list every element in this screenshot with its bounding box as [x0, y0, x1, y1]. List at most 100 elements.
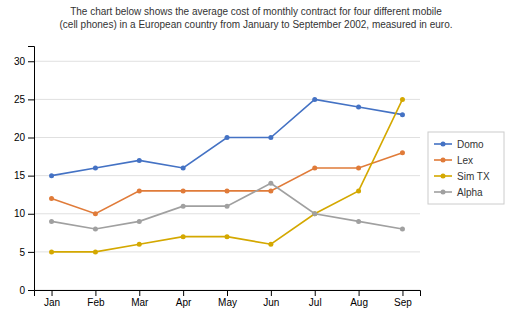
point [268, 188, 273, 193]
title-line: (cell phones) in a European country from… [60, 19, 453, 30]
y-tick: 20 [14, 132, 34, 143]
x-tick-label: Jan [44, 297, 60, 308]
legend-marker [441, 190, 446, 195]
x-tick-mark [95, 290, 96, 296]
grid-line [34, 175, 420, 176]
point [356, 188, 361, 193]
legend-item: Alpha [434, 187, 483, 198]
y-tick-mark [28, 138, 34, 139]
series-line [52, 99, 403, 252]
x-axis: Jan Feb Mar Apr May Jun Jul Aug Sep [35, 290, 421, 308]
x-tick-label: Aug [350, 297, 368, 308]
y-tick-mark [28, 99, 34, 100]
legend-item: Domo [434, 139, 484, 150]
point [93, 166, 98, 171]
x-tick: Aug [350, 290, 368, 308]
y-tick-mark [28, 176, 34, 177]
y-tick-mark [28, 214, 34, 215]
legend-marker [441, 174, 446, 179]
x-tick-mark [139, 290, 140, 296]
x-tick-label: Apr [176, 297, 192, 308]
point [93, 227, 98, 232]
x-tick: Sep [394, 290, 412, 308]
grid [34, 61, 420, 290]
legend-item: Lex [434, 155, 473, 166]
x-tick-label: May [218, 297, 237, 308]
x-tick: Jul [309, 290, 322, 308]
point [356, 105, 361, 110]
y-tick: 0 [19, 285, 34, 296]
x-tick: May [218, 290, 237, 308]
y-tick: 10 [14, 208, 34, 219]
point [225, 188, 230, 193]
point [49, 219, 54, 224]
legend-label: Lex [457, 155, 473, 166]
x-tick-label: Mar [131, 297, 149, 308]
legend: Domo Lex Sim TX Alpha [428, 132, 504, 204]
point [137, 158, 142, 163]
x-tick-mark [315, 290, 316, 296]
grid-line [34, 213, 420, 214]
x-tick-label: Sep [394, 297, 412, 308]
point [93, 249, 98, 254]
point [49, 173, 54, 178]
x-tick: Feb [87, 290, 105, 308]
point [225, 204, 230, 209]
point [268, 242, 273, 247]
point [181, 234, 186, 239]
point [356, 166, 361, 171]
y-axis-line [28, 47, 35, 291]
point [400, 112, 405, 117]
x-tick-label: Jun [263, 297, 279, 308]
series-line [52, 153, 403, 214]
y-tick-label: 20 [14, 132, 26, 143]
y-tick-label: 30 [14, 56, 26, 67]
y-tick-label: 10 [14, 208, 26, 219]
title-line: The chart below shows the average cost o… [70, 6, 442, 17]
point [356, 219, 361, 224]
point [312, 211, 317, 216]
y-tick-mark [28, 61, 34, 62]
y-tick: 15 [14, 170, 34, 181]
point [137, 188, 142, 193]
point [93, 211, 98, 216]
y-tick-mark [28, 290, 34, 291]
y-tick-label: 5 [19, 247, 25, 258]
plot: 0 5 10 15 20 25 30 Jan Feb Mar Apr May Jun Jul Aug Sep [14, 47, 421, 309]
x-tick-mark [271, 290, 272, 296]
x-tick-label: Feb [87, 297, 105, 308]
point [181, 204, 186, 209]
series-line [52, 183, 403, 229]
title: The chart below shows the average cost o… [60, 6, 453, 30]
legend-label: Domo [457, 139, 484, 150]
x-tick-mark [52, 290, 53, 296]
legend-label: Alpha [457, 187, 483, 198]
x-tick: Jan [44, 290, 60, 308]
grid-line [34, 99, 420, 100]
legend-marker [441, 142, 446, 147]
marks [49, 97, 405, 255]
point [181, 188, 186, 193]
x-tick-mark [183, 290, 184, 296]
legend-label: Sim TX [457, 171, 490, 182]
x-tick: Jun [263, 290, 279, 308]
y-tick-label: 0 [19, 285, 25, 296]
point [225, 135, 230, 140]
point [400, 97, 405, 102]
point [137, 219, 142, 224]
point [312, 166, 317, 171]
point [312, 97, 317, 102]
chart: The chart below shows the average cost o… [0, 0, 512, 314]
point [268, 135, 273, 140]
x-tick: Apr [176, 290, 192, 308]
y-tick-label: 15 [14, 170, 26, 181]
point [400, 227, 405, 232]
legend-marker [441, 158, 446, 163]
y-tick: 25 [14, 94, 34, 105]
x-tick-mark [359, 290, 360, 296]
point [400, 150, 405, 155]
y-tick-label: 25 [14, 94, 26, 105]
x-axis-line [35, 291, 421, 297]
legend-item: Sim TX [434, 171, 490, 182]
point [137, 242, 142, 247]
